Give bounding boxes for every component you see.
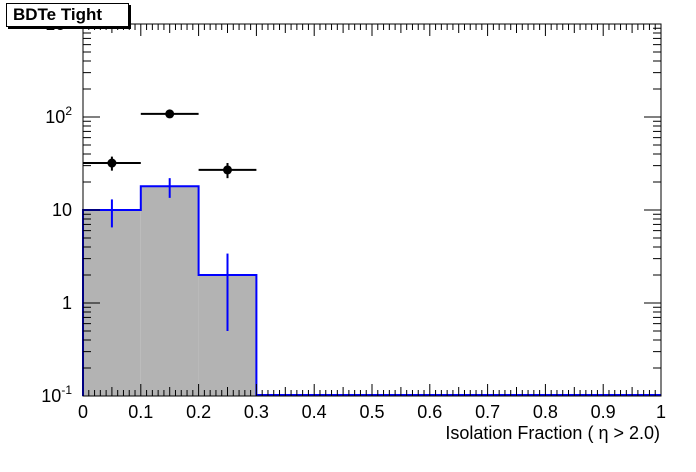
y-tick-label-base: 10 [41, 386, 61, 406]
chart-title: BDTe Tight [13, 5, 103, 24]
y-tick-label: 10-1 [41, 383, 72, 406]
x-tick-label: 0.1 [128, 402, 153, 422]
x-axis-label-prefix: Isolation Fraction ( [445, 423, 594, 443]
data-points-layer [83, 109, 257, 179]
y-tick-label-base: 1 [62, 293, 72, 313]
x-tick-label: 0.4 [302, 402, 327, 422]
data-point [223, 165, 232, 175]
y-tick-label: 102 [45, 104, 72, 127]
x-tick-label: 0.3 [244, 402, 269, 422]
y-tick-label-base: 10 [45, 107, 65, 127]
data-point [165, 109, 175, 119]
x-tick-label: 1 [656, 402, 666, 422]
y-tick-label: 10 [52, 200, 72, 220]
y-tick-labels: 10-1110102103 [41, 11, 72, 406]
y-tick-label-exponent: 2 [65, 104, 72, 118]
y-tick-label-exponent: -1 [61, 383, 72, 397]
x-tick-label: 0.8 [533, 402, 558, 422]
axis-ticks [82, 23, 662, 397]
x-axis-label: Isolation Fraction ( η > 2.0) [445, 423, 660, 444]
x-axis-label-suffix: > 2.0) [608, 423, 660, 443]
data-point [107, 158, 117, 168]
x-tick-label: 0.7 [475, 402, 500, 422]
x-tick-label: 0.2 [186, 402, 211, 422]
y-tick-label-base: 10 [52, 200, 72, 220]
x-tick-label: 0 [78, 402, 88, 422]
x-tick-label: 0.9 [591, 402, 616, 422]
x-tick-label: 0.5 [359, 402, 384, 422]
chart-title-box: BDTe Tight [6, 3, 129, 27]
x-axis-label-symbol: η [598, 423, 609, 443]
y-tick-label: 1 [62, 293, 72, 313]
hist-bar [140, 186, 199, 396]
mc-histogram-layer [82, 178, 661, 396]
x-tick-label: 0.6 [417, 402, 442, 422]
x-tick-labels: 0 0.1 0.2 0.3 0.4 0.5 0.6 0.7 0.8 0.9 1 [78, 402, 666, 422]
